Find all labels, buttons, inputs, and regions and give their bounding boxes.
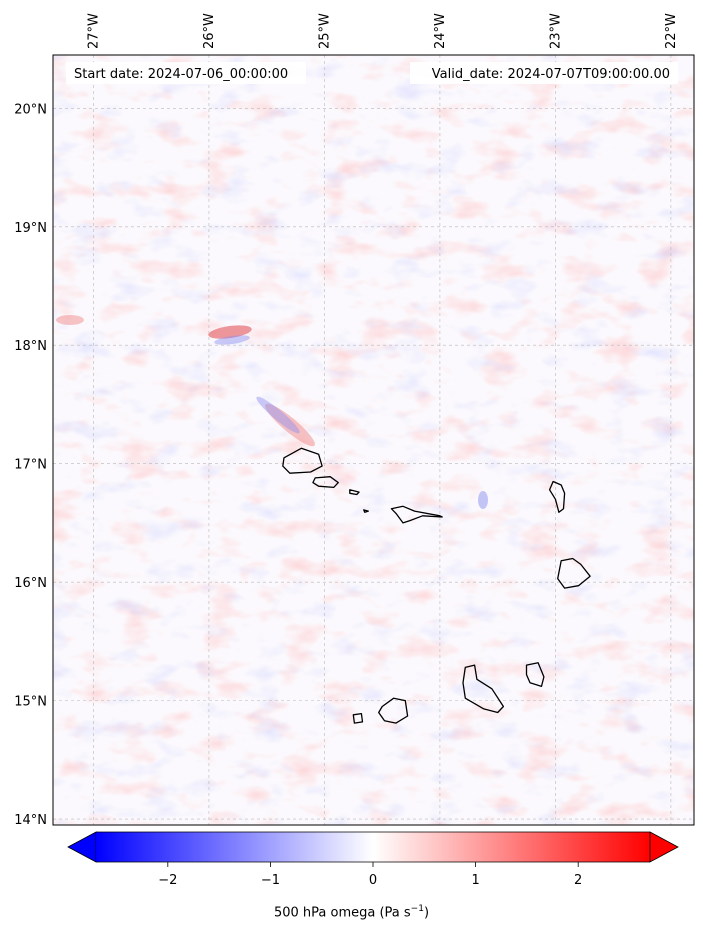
island-outline — [282, 447, 323, 474]
island-outline — [312, 476, 339, 489]
valid-date-text: Valid_date: 2024-07-07T09:00:00.00 — [432, 67, 670, 82]
lon-tick-label: 27°W — [86, 13, 101, 49]
gridlines — [53, 55, 694, 825]
lat-tick-label: 16°N — [14, 576, 47, 591]
island-outline — [525, 662, 545, 688]
caption-superscript: −1 — [410, 904, 424, 914]
lon-tick-label: 24°W — [433, 13, 448, 49]
date-info-bar: Start date: 2024-07-06_00:00:00 Valid_da… — [66, 62, 678, 84]
colorbar-tick-label: 0 — [369, 873, 377, 888]
island-outline — [363, 509, 369, 513]
start-date-box — [66, 62, 306, 84]
strong-omega-feature — [256, 396, 300, 434]
island-outline — [352, 712, 364, 724]
lat-tick-label: 19°N — [14, 221, 47, 236]
strong-omega-feature — [478, 491, 488, 509]
island-outline — [390, 505, 443, 524]
latitude-labels: 20°N 19°N 18°N 17°N 16°N 15°N 14°N — [14, 102, 47, 828]
island-outline — [462, 664, 505, 714]
colorbar-tick-label: −2 — [158, 873, 177, 888]
map-panel — [52, 54, 695, 826]
island-outline — [557, 557, 591, 589]
lat-tick-label: 20°N — [14, 102, 47, 117]
strong-omega-feature — [56, 315, 84, 325]
island-outline — [548, 480, 566, 513]
colorbar-tick-label: 2 — [574, 873, 582, 888]
strong-omega-feature — [265, 403, 315, 447]
lat-tick-label: 14°N — [14, 813, 47, 828]
start-date-text: Start date: 2024-07-06_00:00:00 — [74, 67, 288, 82]
omega-field — [53, 55, 694, 825]
lon-tick-label: 26°W — [202, 13, 217, 49]
longitude-labels: 27°W 26°W 25°W 24°W 23°W 22°W — [86, 13, 678, 49]
lat-tick-label: 15°N — [14, 695, 47, 710]
lon-tick-label: 25°W — [317, 13, 332, 49]
colorbar-tick-label: 1 — [471, 873, 479, 888]
caption-suffix: ) — [423, 905, 430, 921]
map-frame — [52, 54, 695, 826]
lat-tick-label: 18°N — [14, 339, 47, 354]
colorbar: −2 −1 0 1 2 — [67, 831, 679, 888]
lat-tick-label: 17°N — [14, 458, 47, 473]
strong-omega-feature — [208, 325, 252, 339]
island-outline — [349, 489, 360, 496]
colorbar-tick-label: −1 — [261, 873, 280, 888]
valid-date-box — [410, 62, 678, 84]
colorbar-extend-high — [649, 831, 679, 863]
island-coastlines — [282, 447, 591, 724]
strong-omega-feature — [214, 335, 250, 345]
island-outline — [378, 697, 409, 724]
lon-tick-label: 23°W — [548, 13, 563, 49]
colorbar-gradient — [96, 832, 650, 862]
caption-prefix: 500 hPa omega (Pa s — [273, 905, 411, 921]
colorbar-ticks: −2 −1 0 1 2 — [158, 862, 582, 888]
lon-tick-label: 22°W — [664, 13, 679, 49]
colorbar-caption: 500 hPa omega (Pa s−1) — [0, 904, 703, 920]
colorbar-extend-low — [67, 831, 97, 863]
